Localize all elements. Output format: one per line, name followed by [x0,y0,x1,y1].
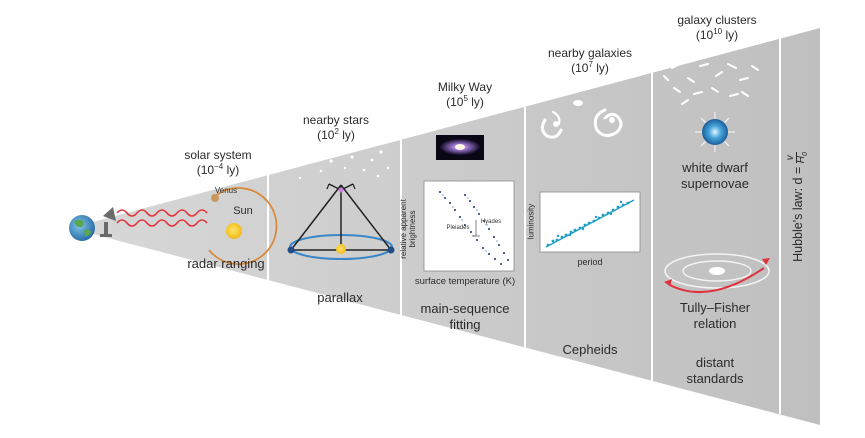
cepheid-plot [539,191,641,253]
parallax-geometry [287,183,395,260]
pleiades-label: Pleiades [446,225,470,231]
venus-orbit [208,187,278,265]
venus-label: Venus [214,186,238,195]
solar-system-title: solar system (10−4 ly) [184,148,252,177]
star-field [294,150,390,180]
galaxy-clusters-title: galaxy clusters (1010 ly) [677,13,757,42]
cepheid-ylabel: luminosity [526,203,536,240]
milky-way-title: Milky Way (105 ly) [437,80,493,109]
earth-icon [69,215,95,241]
supernova-icon [695,112,735,152]
cepheid-xlabel: period [577,257,603,267]
cepheids-label: Cepheids [562,342,618,357]
spiral-galaxies-icon [540,100,623,139]
hr-diagram-plot [423,180,515,272]
hyades-label: Hyades [480,219,502,225]
radar-signal [116,209,208,227]
region-dividers [267,38,781,414]
nearby-stars-title: nearby stars (102 ly) [302,113,370,142]
nearby-galaxies-title: nearby galaxies (107 ly) [547,46,633,75]
hr-ylabel: relative apparent brightness [399,199,417,259]
radar-ranging-label: radar ranging [187,256,265,271]
tully-fisher-galaxy-icon [664,253,770,294]
galaxy-cluster-icon [663,63,759,105]
sun-label: Sun [233,205,253,217]
venus-icon [211,194,219,202]
milky-way-image [436,135,484,160]
white-dwarf-supernovae-label: white dwarf supernovae [681,160,749,191]
tully-fisher-label: Tully–Fisher relation [679,300,751,331]
parallax-label: parallax [317,290,363,305]
radar-dish-icon [100,207,116,237]
hubbles-law-label: Hubble's law: d = v H0 [785,152,809,262]
hr-xlabel: surface temperature (K) [414,276,516,287]
sun-icon [226,223,242,239]
main-sequence-label: main-sequence fitting [420,301,510,332]
distant-standards-label: distant standards [686,355,744,386]
